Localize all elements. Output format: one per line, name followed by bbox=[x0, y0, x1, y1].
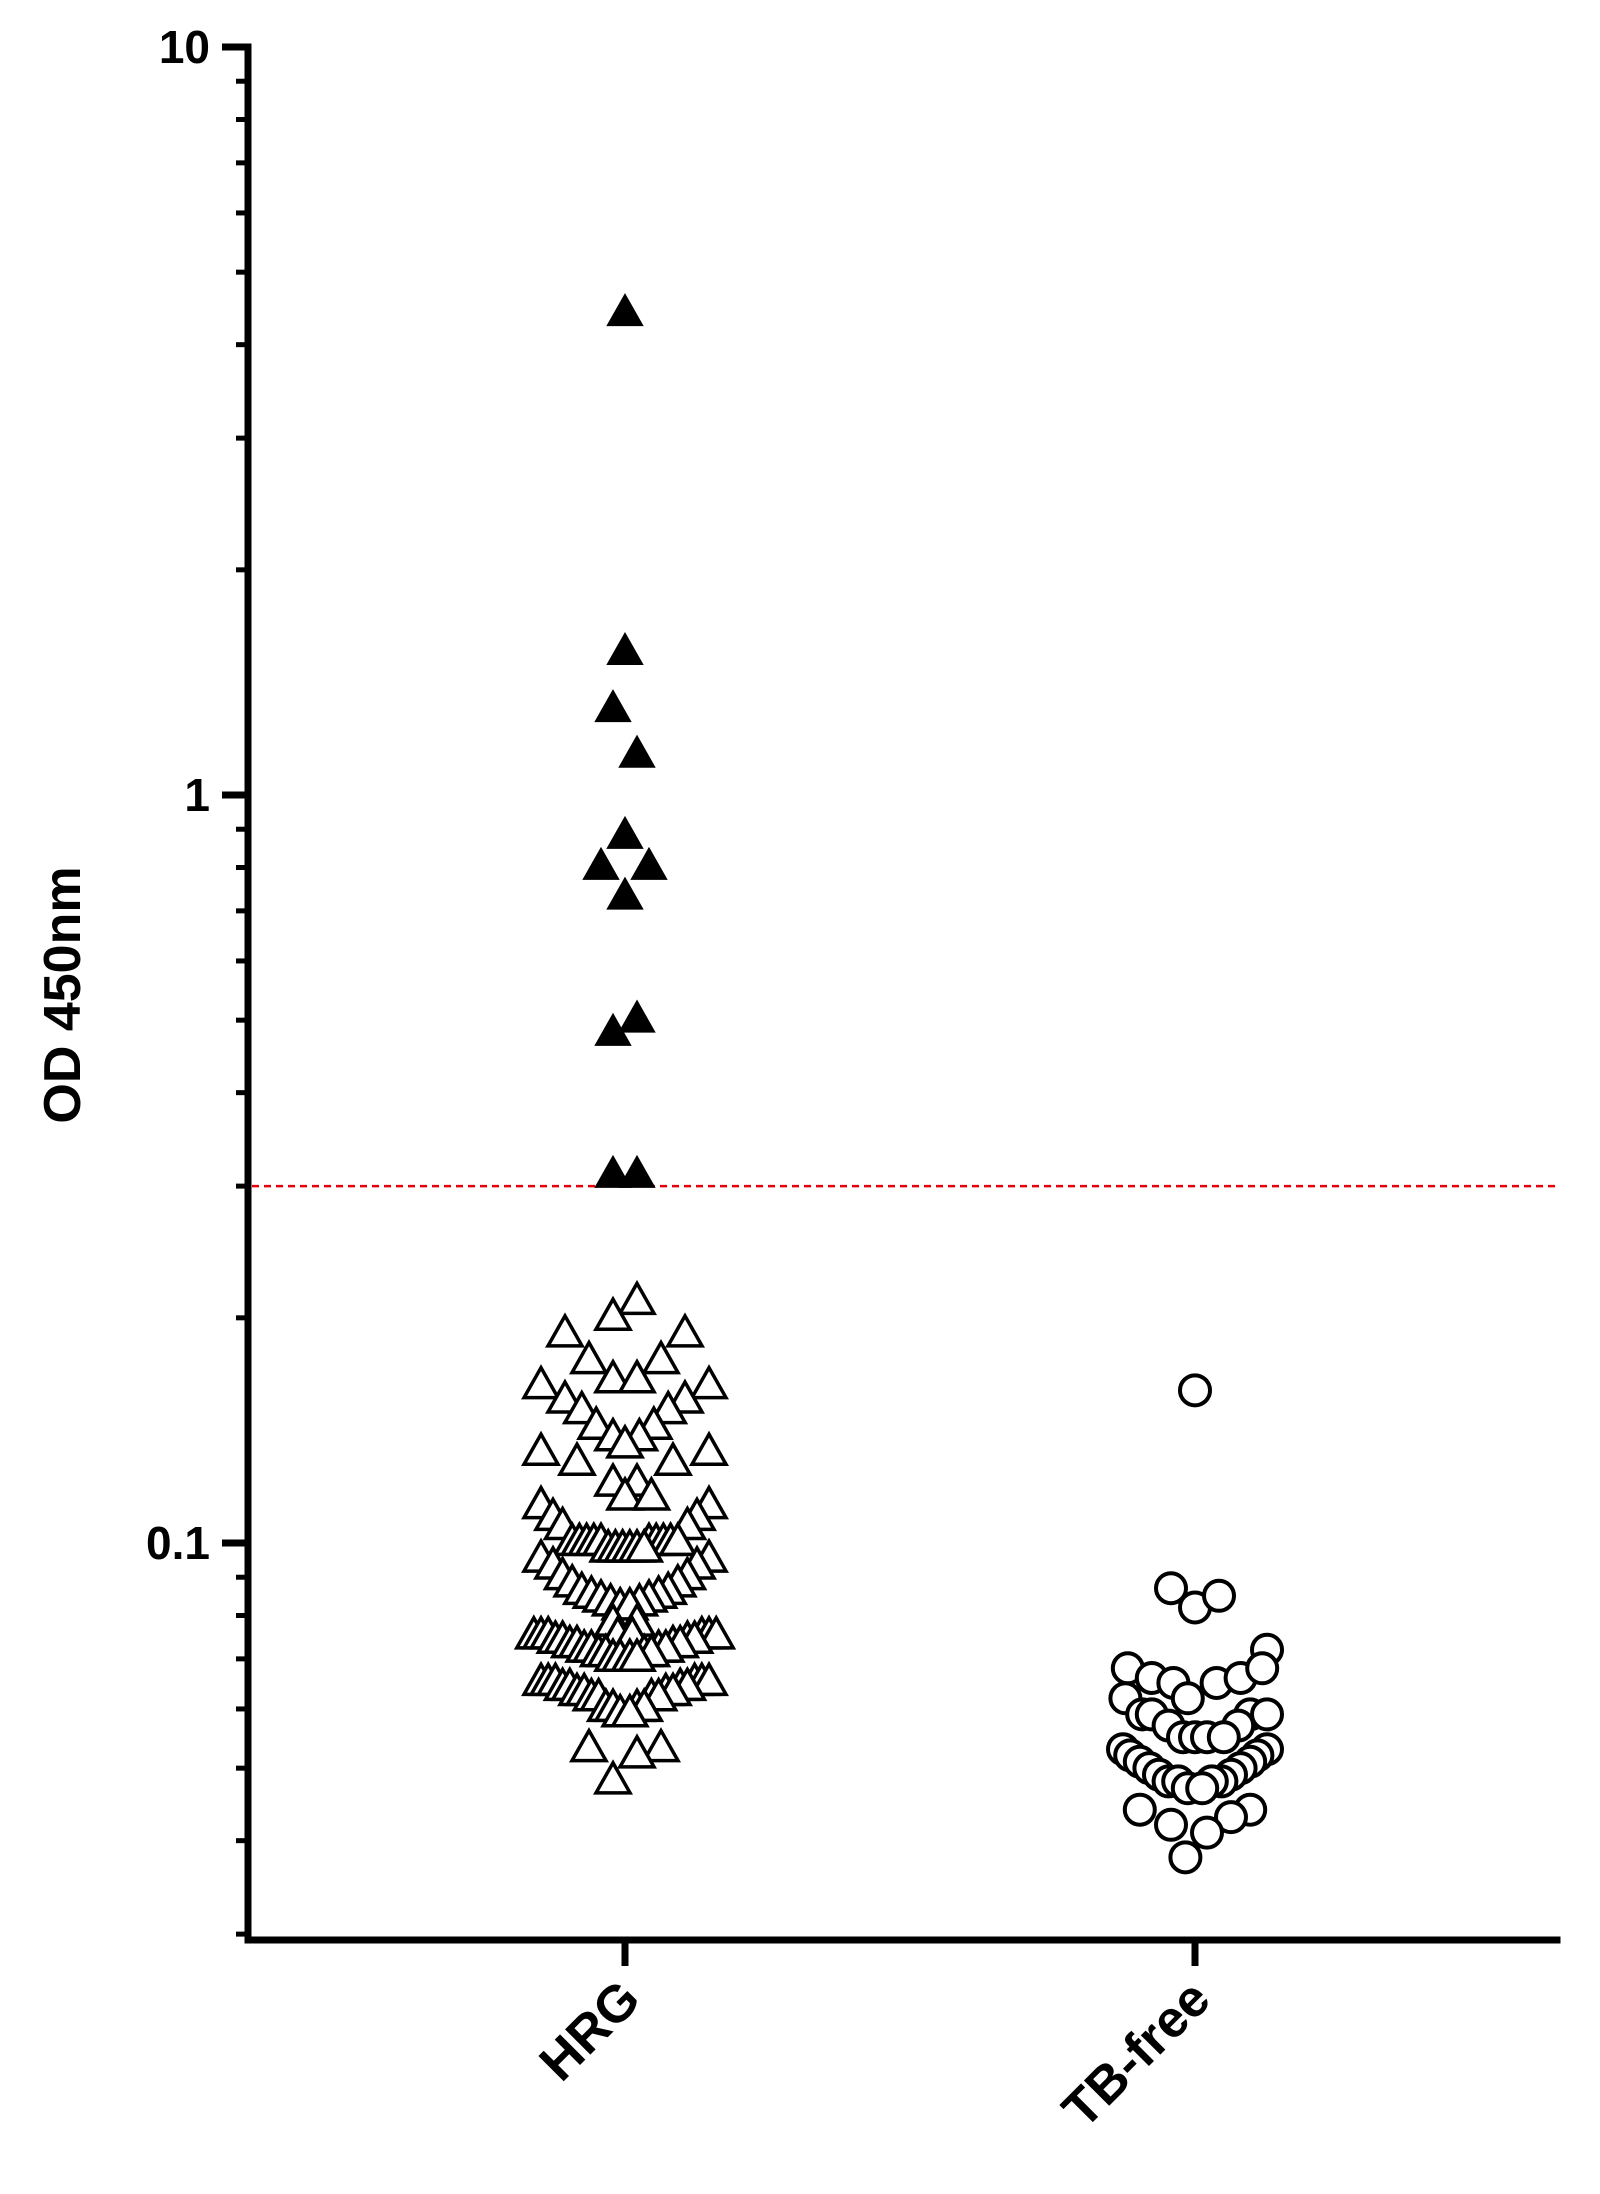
data-point-triangle-filled bbox=[606, 815, 644, 849]
data-point-triangle-open bbox=[624, 1527, 665, 1563]
data-point-triangle-open bbox=[544, 1312, 586, 1348]
y-tick-label: 0.1 bbox=[146, 1517, 210, 1569]
data-point-circle bbox=[1202, 1578, 1236, 1613]
data-point-triangle-filled bbox=[606, 293, 644, 327]
data-point-circle bbox=[1190, 1815, 1224, 1850]
data-point-circle bbox=[1178, 1373, 1212, 1408]
data-point-triangle-open bbox=[592, 1759, 634, 1795]
data-point-triangle-filled bbox=[594, 1154, 632, 1188]
data-point-triangle-open bbox=[640, 1727, 682, 1763]
data-point-circle bbox=[1214, 1800, 1248, 1835]
data-point-circle bbox=[1206, 1720, 1241, 1755]
data-point-circle bbox=[1185, 1771, 1220, 1806]
data-point-circle bbox=[1154, 1807, 1188, 1842]
data-point-triangle-filled bbox=[582, 846, 620, 880]
y-tick-label: 1 bbox=[184, 769, 210, 821]
data-point-triangle-filled bbox=[618, 734, 656, 768]
data-point-triangle-open bbox=[604, 1475, 646, 1511]
data-point-triangle-open bbox=[556, 1440, 598, 1476]
data-point-triangle-filled bbox=[630, 846, 668, 880]
data-point-circle bbox=[1122, 1792, 1157, 1827]
data-point-triangle-open bbox=[568, 1339, 610, 1375]
data-point-triangle-open bbox=[664, 1312, 706, 1348]
data-point-triangle-open bbox=[520, 1430, 562, 1466]
data-point-triangle-open bbox=[520, 1364, 562, 1400]
data-point-circle bbox=[1168, 1840, 1203, 1875]
data-point-circle bbox=[1154, 1571, 1188, 1606]
data-point-triangle-open bbox=[616, 1279, 658, 1316]
data-point-triangle-filled bbox=[606, 876, 644, 910]
data-point-triangle-open bbox=[640, 1339, 682, 1375]
data-point-circle bbox=[1250, 1697, 1284, 1732]
data-point-triangle-filled bbox=[618, 999, 656, 1033]
data-point-triangle-open bbox=[616, 1636, 658, 1673]
data-point-triangle-open bbox=[652, 1440, 694, 1476]
x-category-label: HRG bbox=[529, 1969, 652, 2092]
data-point-triangle-open bbox=[576, 1404, 617, 1440]
data-point-triangle-open bbox=[631, 1475, 672, 1511]
x-category-label: TB-free bbox=[1052, 1969, 1222, 2139]
data-point-triangle-open bbox=[616, 1358, 658, 1394]
data-point-triangle-open bbox=[604, 1423, 646, 1459]
data-point-triangle-open bbox=[616, 1733, 658, 1769]
data-point-triangle-open bbox=[592, 1295, 634, 1331]
data-point-triangle-open bbox=[688, 1364, 730, 1400]
y-axis-title: OD 450nm bbox=[34, 866, 92, 1123]
y-tick-label: 10 bbox=[159, 21, 210, 73]
data-point-triangle-open bbox=[609, 1692, 650, 1728]
data-point-triangle-filled bbox=[618, 1154, 656, 1188]
data-point-triangle-filled bbox=[594, 689, 632, 723]
data-point-triangle-filled bbox=[606, 632, 644, 666]
data-point-triangle-open bbox=[696, 1614, 737, 1650]
data-point-triangle-open bbox=[592, 1358, 634, 1394]
data-point-triangle-open bbox=[688, 1430, 730, 1466]
data-point-circle bbox=[1170, 1681, 1205, 1716]
data-point-circle bbox=[1245, 1651, 1280, 1686]
data-point-triangle-open bbox=[568, 1727, 610, 1763]
data-point-triangle-open bbox=[688, 1660, 730, 1697]
data-point-triangle-open bbox=[657, 1520, 698, 1557]
